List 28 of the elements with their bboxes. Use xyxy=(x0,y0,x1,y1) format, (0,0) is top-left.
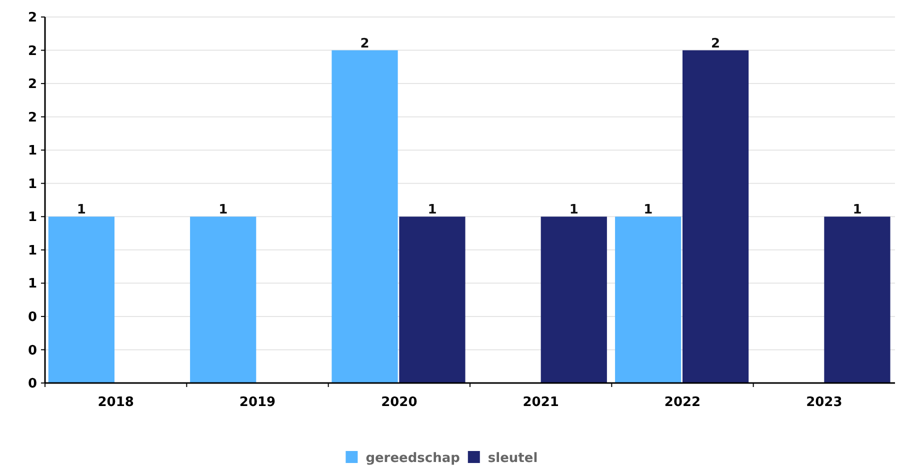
y-tick-label: 1 xyxy=(28,210,37,226)
data-label: 1 xyxy=(644,202,653,218)
data-label: 1 xyxy=(218,202,228,218)
x-tick-label: 2019 xyxy=(239,395,276,410)
data-label: 1 xyxy=(76,202,86,218)
data-label: 2 xyxy=(360,36,370,52)
x-tick-label: 2023 xyxy=(806,395,842,410)
x-tick-label: 2018 xyxy=(98,395,134,410)
legend-label: gereedschap xyxy=(366,451,460,466)
y-tick-label: 0 xyxy=(28,343,37,358)
x-tick-label: 2020 xyxy=(381,395,418,410)
y-tick-label: 0 xyxy=(28,310,37,326)
legend-label: sleutel xyxy=(488,451,538,466)
data-label: 1 xyxy=(852,202,862,218)
y-tick-label: 2 xyxy=(28,10,37,26)
data-label: 1 xyxy=(428,202,437,218)
y-tick-label: 1 xyxy=(28,276,37,292)
x-tick-label: 2021 xyxy=(522,395,559,410)
y-tick-label: 2 xyxy=(28,44,37,59)
data-label: 1 xyxy=(569,202,578,218)
y-tick-label: 1 xyxy=(28,144,37,159)
y-tick-label: 1 xyxy=(28,243,37,258)
y-tick-label: 0 xyxy=(28,376,37,392)
data-label: 2 xyxy=(711,36,720,52)
y-tick-label: 1 xyxy=(28,176,37,192)
y-tick-label: 2 xyxy=(28,77,37,92)
x-tick-label: 2022 xyxy=(664,395,701,410)
y-tick-label: 2 xyxy=(28,110,37,126)
